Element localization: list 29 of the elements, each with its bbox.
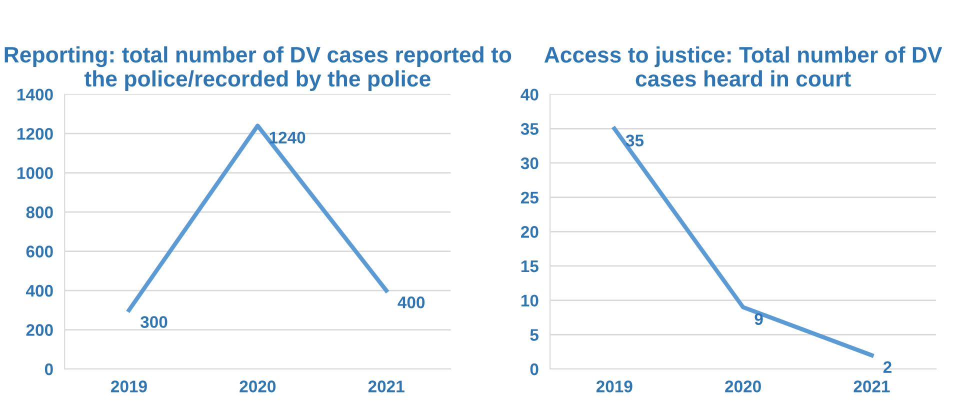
y-tick-label: 1000 xyxy=(18,167,53,179)
data-label: 2 xyxy=(883,361,892,373)
data-label: 35 xyxy=(626,134,644,146)
x-tick-label: 2020 xyxy=(725,380,761,392)
y-tick-label: 25 xyxy=(520,192,538,204)
y-tick-label: 20 xyxy=(520,226,538,238)
y-tick-label: 10 xyxy=(521,294,538,307)
data-label: 9 xyxy=(754,313,763,325)
y-tick-label: 400 xyxy=(26,284,53,297)
y-tick-label: 800 xyxy=(26,206,53,218)
chart-title: Access to justice: Total number of DV cases heard in court xyxy=(544,46,942,87)
y-tick-label: 15 xyxy=(521,260,538,272)
y-tick-label: 35 xyxy=(520,123,538,135)
y-tick-label: 1200 xyxy=(18,128,53,140)
data-label: 400 xyxy=(398,296,425,308)
y-tick-label: 0 xyxy=(44,363,53,376)
y-tick-label: 600 xyxy=(26,246,53,258)
x-tick-label: 2021 xyxy=(854,380,890,392)
y-tick-label: 5 xyxy=(530,329,538,341)
x-tick-label: 2019 xyxy=(596,380,632,392)
data-label: 300 xyxy=(140,316,168,328)
y-tick-label: 30 xyxy=(520,157,538,170)
x-tick-label: 2021 xyxy=(368,380,404,392)
x-tick-label: 2019 xyxy=(111,380,147,392)
data-label: 1240 xyxy=(270,132,306,144)
y-tick-label: 200 xyxy=(26,324,53,336)
x-tick-label: 2020 xyxy=(240,380,276,392)
y-tick-label: 40 xyxy=(520,88,538,101)
y-tick-label: 0 xyxy=(530,363,538,376)
